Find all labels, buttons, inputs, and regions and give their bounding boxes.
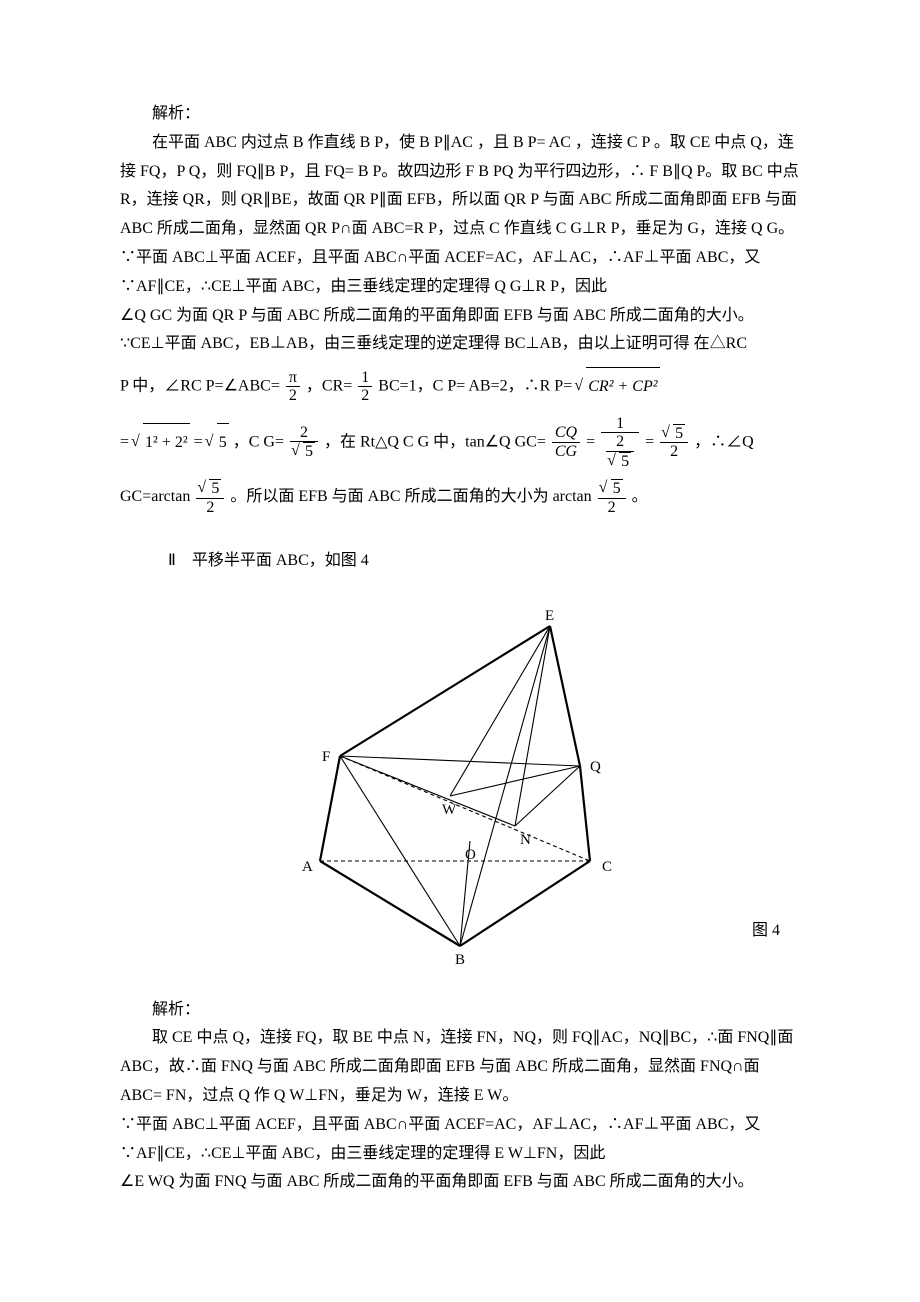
- frac-2-over-root5: 2 5: [290, 424, 318, 461]
- analysis1-p4: ∵CE⊥平面 ABC，EB⊥AB，由三垂线定理的逆定理得 BC⊥AB，由以上证明…: [120, 330, 800, 359]
- svg-text:B: B: [455, 952, 465, 968]
- math2-prefix: =: [120, 433, 129, 450]
- analysis1-p3: ∠Q GC 为面 QR P 与面 ABC 所成二面角的平面角即面 EFB 与面 …: [120, 302, 800, 331]
- figure-4-caption: 图 4: [752, 917, 780, 946]
- math2-mid3: ，在 Rt△Q C G 中，tan∠Q GC=: [324, 433, 546, 450]
- svg-text:N: N: [520, 832, 531, 848]
- math1-mid: ，CR=: [306, 378, 352, 395]
- frac-root5-over-2-c: 5 2: [598, 479, 626, 516]
- math2-mid2: ，C G=: [233, 433, 284, 450]
- svg-text:C: C: [602, 859, 612, 875]
- math3-end: 。: [632, 488, 648, 505]
- analysis1-heading: 解析：: [120, 100, 800, 129]
- math2-mid5: =: [645, 433, 654, 450]
- math3-mid: 。所以面 EFB 与面 ABC 所成二面角的大小为 arctan: [230, 488, 591, 505]
- analysis2-p1: 取 CE 中点 Q，连接 FQ，取 BE 中点 N，连接 FN，NQ，则 FQ∥…: [120, 1024, 800, 1110]
- analysis1-p1: 在平面 ABC 内过点 B 作直线 B P，使 B P∥AC ，且 B P= A…: [120, 129, 800, 244]
- frac-pi-over-2: π 2: [286, 369, 300, 405]
- svg-text:F: F: [322, 749, 330, 765]
- math2-mid4: =: [586, 433, 595, 450]
- svg-text:E: E: [545, 608, 554, 624]
- math1-prefix: P 中，∠RC P=∠ABC=: [120, 378, 280, 395]
- analysis2-p2: ∵平面 ABC⊥平面 ACEF，且平面 ABC∩平面 ACEF=AC，AF⊥AC…: [120, 1111, 800, 1169]
- math2-mid: =: [194, 433, 203, 450]
- frac-stacked: 1 2 5: [601, 415, 639, 471]
- frac-root5-over-2-b: 5 2: [196, 479, 224, 516]
- analysis1-math-line3: GC=arctan 5 2 。所以面 EFB 与面 ABC 所成二面角的大小为 …: [120, 478, 800, 516]
- figure-4-diagram: E F Q W N O A C B: [260, 606, 660, 976]
- section2-title: Ⅱ 平移半平面 ABC，如图 4: [120, 547, 800, 576]
- figure-4-wrap: E F Q W N O A C B 图 4: [120, 606, 800, 976]
- frac-root5-over-2-a: 5 2: [660, 424, 688, 461]
- frac-one-half: 1 2: [358, 369, 372, 405]
- analysis2-heading: 解析：: [120, 996, 800, 1025]
- svg-text:Q: Q: [590, 759, 601, 775]
- analysis2-p3: ∠E WQ 为面 FNQ 与面 ABC 所成二面角的平面角即面 EFB 与面 A…: [120, 1168, 800, 1197]
- svg-text:O: O: [465, 847, 476, 863]
- math2-mid6: ，∴∠Q: [694, 433, 754, 450]
- sqrt-cr2-cp2: CR² + CP²: [576, 367, 659, 406]
- analysis1-p2: ∵平面 ABC⊥平面 ACEF，且平面 ABC∩平面 ACEF=AC，AF⊥AC…: [120, 244, 800, 302]
- svg-text:A: A: [302, 859, 313, 875]
- sqrt-1sq-2sq: 1² + 2²: [133, 423, 190, 462]
- sqrt-5-a: 5: [207, 423, 229, 462]
- math1-mid2: BC=1，C P= AB=2，∴R P=: [378, 378, 572, 395]
- analysis1-math-line2: = 1² + 2² = 5 ，C G= 2 5 ，在 Rt△Q C G 中，ta…: [120, 415, 800, 471]
- analysis1-math-line1: P 中，∠RC P=∠ABC= π 2 ，CR= 1 2 BC=1，C P= A…: [120, 367, 800, 406]
- frac-cq-cg: CQ CG: [552, 424, 580, 460]
- svg-text:W: W: [442, 802, 457, 818]
- math3-prefix: GC=arctan: [120, 488, 190, 505]
